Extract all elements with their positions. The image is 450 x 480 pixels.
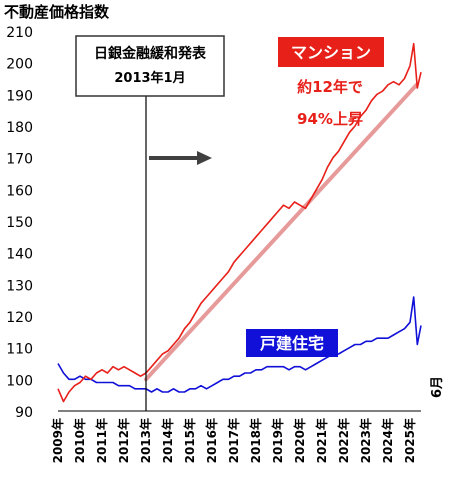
mansion-trend-line <box>144 82 419 382</box>
x-tick-label: 2020年 <box>292 418 307 463</box>
x-tick-label: 2016年 <box>204 418 219 463</box>
event-annotation-box: 日銀金融緩和発表 2013年1月 <box>75 35 225 97</box>
y-tick-label: 100 <box>6 373 33 389</box>
x-tick-label: 2019年 <box>270 418 285 463</box>
y-tick-label: 190 <box>6 88 33 104</box>
y-tick-label: 200 <box>6 57 33 73</box>
y-tick-label: 120 <box>6 310 33 326</box>
x-tick-label: 2023年 <box>358 418 373 463</box>
growth-annotation-line1: 約12年で <box>297 78 363 96</box>
y-tick-label: 210 <box>6 25 33 41</box>
x-end-label: 6月 <box>430 376 445 398</box>
x-tick-label: 2017年 <box>226 418 241 463</box>
x-tick-label: 2012年 <box>116 418 131 463</box>
x-axis-ticks: 2009年 2010年 2011年 2012年 2013年 2014年 2015年 2016年… <box>50 418 417 463</box>
x-tick-label: 2014年 <box>160 418 175 463</box>
y-tick-label: 180 <box>6 120 33 136</box>
direction-arrow <box>149 151 212 165</box>
x-tick-label: 2021年 <box>314 418 329 463</box>
x-tick-label: 2025年 <box>402 418 417 463</box>
legend-mansion: マンション <box>278 37 384 67</box>
legend-house: 戸建住宅 <box>246 329 338 357</box>
legend-mansion-swatch <box>278 37 384 67</box>
event-label-date: 2013年1月 <box>114 70 185 86</box>
y-tick-label: 160 <box>6 183 33 199</box>
x-tick-label: 2009年 <box>50 418 65 463</box>
x-tick-label: 2010年 <box>72 418 87 463</box>
legend-house-label: 戸建住宅 <box>260 334 324 353</box>
series-line-house <box>57 296 422 393</box>
y-tick-label: 130 <box>6 278 33 294</box>
y-axis-ticks: 90 100 110 120 130 140 150 160 170 180 190 200 210 <box>6 25 33 421</box>
y-tick-label: 110 <box>6 342 33 358</box>
x-tick-label: 2015年 <box>182 418 197 463</box>
y-tick-label: 140 <box>6 247 33 263</box>
series-line-mansion <box>57 42 422 403</box>
x-tick-label: 2022年 <box>336 418 351 463</box>
x-tick-label: 2013年 <box>138 418 153 463</box>
x-tick-label: 2018年 <box>248 418 263 463</box>
y-tick-label: 90 <box>15 405 33 421</box>
y-tick-label: 150 <box>6 215 33 231</box>
event-label-title: 日銀金融緩和発表 <box>94 45 207 62</box>
chart-title: 不動産価格指数 <box>4 3 110 21</box>
x-tick-label: 2024年 <box>380 418 395 463</box>
x-tick-label: 2011年 <box>94 418 109 463</box>
y-tick-label: 170 <box>6 152 33 168</box>
legend-mansion-label: マンション <box>291 43 371 62</box>
growth-annotation-line2: 94%上昇 <box>297 110 363 128</box>
legend-house-swatch <box>246 329 338 357</box>
